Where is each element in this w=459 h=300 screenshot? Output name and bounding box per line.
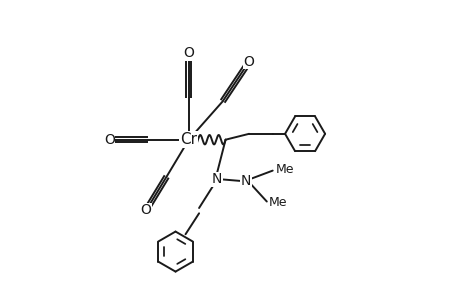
Text: O: O xyxy=(104,133,114,147)
Text: O: O xyxy=(140,203,151,218)
Text: Me: Me xyxy=(275,163,294,176)
Text: O: O xyxy=(243,55,254,69)
Text: O: O xyxy=(183,46,194,60)
Text: N: N xyxy=(211,172,221,186)
Text: N: N xyxy=(241,174,251,188)
Text: Me: Me xyxy=(269,196,287,209)
Text: Cr: Cr xyxy=(180,132,197,147)
